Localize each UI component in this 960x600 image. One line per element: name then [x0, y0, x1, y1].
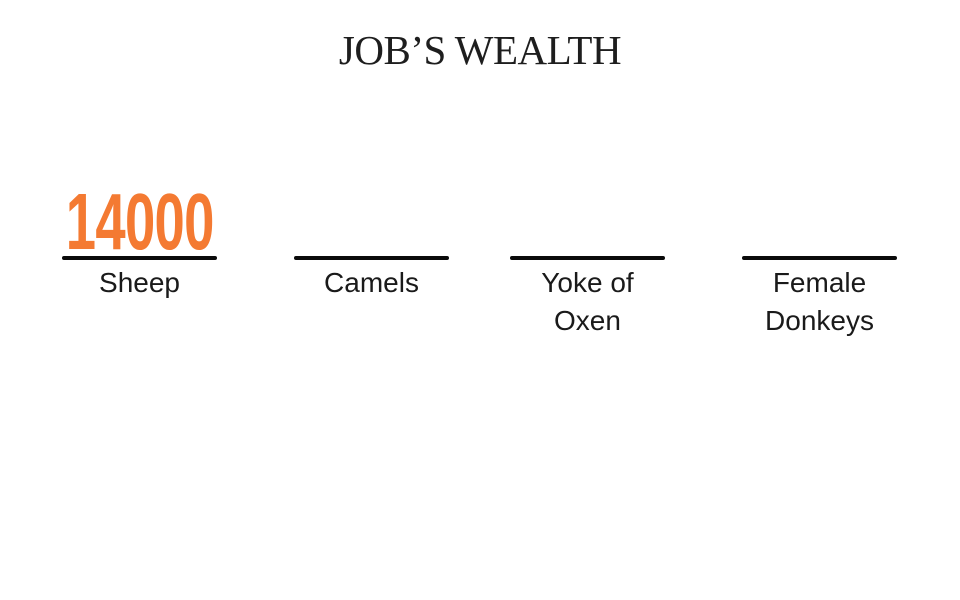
item-label: Sheep: [99, 267, 180, 298]
slide-title: JOB’S WEALTH: [338, 27, 622, 73]
item-label: Female Donkeys: [765, 267, 874, 336]
item-female-donkeys: Female Donkeys: [742, 160, 897, 340]
blank-line: [510, 256, 665, 260]
item-camels: Camels: [294, 160, 449, 302]
blank-line: [742, 256, 897, 260]
item-value: 14000: [65, 177, 215, 266]
blank-line: [294, 256, 449, 260]
blank-line: [62, 256, 217, 260]
item-yoke-of-oxen: Yoke of Oxen: [510, 160, 665, 340]
item-label: Camels: [324, 267, 419, 298]
item-sheep: 14000 Sheep: [62, 160, 217, 302]
item-label: Yoke of Oxen: [541, 267, 634, 336]
